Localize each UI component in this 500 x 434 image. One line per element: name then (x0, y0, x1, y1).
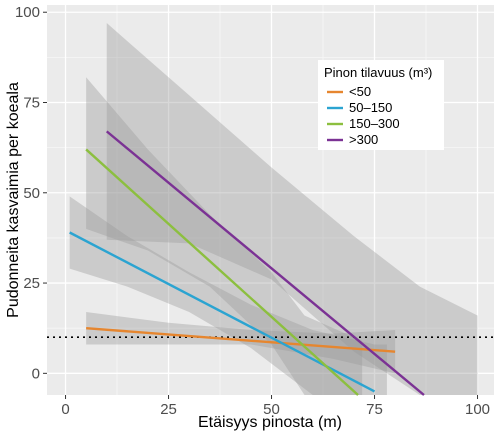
legend-item: <50 (327, 84, 371, 99)
y-tick-label: 0 (32, 365, 40, 382)
y-tick-label: 50 (23, 185, 40, 202)
y-tick-label: 100 (15, 4, 40, 21)
legend-label: 50–150 (349, 100, 392, 115)
y-axis-title: Pudonneita kasvaimia per koeala (5, 82, 22, 318)
y-tick-label: 75 (23, 95, 40, 112)
legend-item: 150–300 (327, 116, 400, 131)
x-axis-ticks: 0 25 50 75 100 (61, 395, 490, 418)
x-tick-label: 0 (61, 401, 69, 418)
legend-label: <50 (349, 84, 371, 99)
x-tick-label: 50 (263, 401, 280, 418)
x-axis-title: Etäisyys pinosta (m) (198, 414, 342, 431)
legend-item: >300 (327, 132, 378, 147)
y-tick-label: 25 (23, 275, 40, 292)
legend-box (318, 60, 444, 150)
y-axis-ticks: 0 25 50 75 100 (15, 4, 47, 382)
legend-label: >300 (349, 132, 378, 147)
series-lines (69, 130, 425, 396)
major-gridlines (47, 5, 494, 395)
x-tick-label: 100 (465, 401, 490, 418)
confidence-band (86, 311, 396, 374)
legend-label: 150–300 (349, 116, 400, 131)
series-line (85, 148, 359, 396)
series-line (86, 326, 396, 353)
x-tick-label: 25 (160, 401, 177, 418)
confidence-band (106, 23, 478, 396)
legend-title: Pinon tilavuus (m³) (324, 65, 432, 80)
x-tick-label: 75 (366, 401, 383, 418)
series-line (105, 130, 425, 396)
legend-item: 50–150 (327, 100, 392, 115)
confidence-band (86, 77, 363, 395)
